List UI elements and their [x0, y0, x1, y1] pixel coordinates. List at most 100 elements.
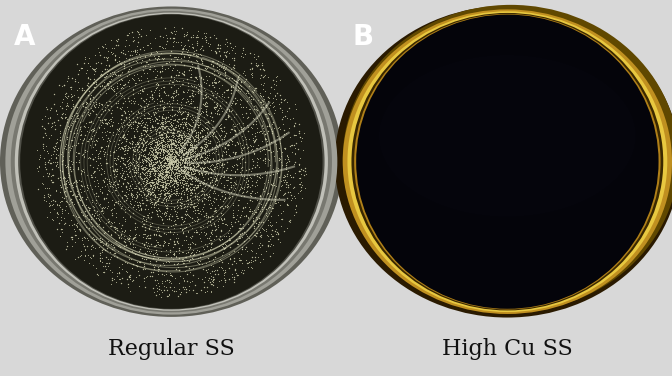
Point: [126, 193, 137, 199]
Point: [132, 28, 142, 34]
Point: [224, 75, 235, 81]
Point: [256, 200, 267, 206]
Point: [243, 260, 253, 266]
Point: [175, 139, 186, 146]
Point: [165, 151, 175, 157]
Point: [105, 73, 116, 79]
Point: [212, 100, 222, 106]
Point: [172, 158, 183, 164]
Point: [140, 166, 151, 172]
Point: [164, 195, 175, 201]
Point: [255, 155, 265, 161]
Point: [153, 197, 163, 203]
Point: [180, 166, 191, 172]
Point: [248, 121, 259, 127]
Point: [159, 155, 170, 161]
Point: [122, 121, 132, 127]
Point: [158, 174, 169, 180]
Point: [179, 158, 190, 164]
Point: [65, 91, 76, 97]
Point: [263, 233, 274, 239]
Point: [168, 163, 179, 169]
Point: [155, 167, 166, 173]
Point: [188, 136, 199, 143]
Point: [157, 123, 167, 129]
Point: [171, 149, 181, 155]
Point: [150, 147, 161, 153]
Point: [122, 158, 132, 164]
Point: [226, 84, 237, 90]
Point: [48, 206, 59, 212]
Point: [149, 196, 160, 202]
Point: [149, 167, 160, 173]
Point: [136, 175, 146, 181]
Point: [289, 212, 300, 218]
Point: [178, 152, 189, 158]
Point: [201, 91, 212, 97]
Point: [68, 166, 79, 172]
Point: [65, 105, 76, 111]
Point: [151, 202, 162, 208]
Point: [169, 130, 179, 136]
Point: [103, 68, 114, 74]
Point: [128, 125, 138, 131]
Point: [294, 168, 304, 174]
Point: [95, 208, 106, 214]
Point: [163, 152, 174, 158]
Point: [175, 102, 186, 108]
Point: [196, 91, 206, 97]
Point: [56, 115, 67, 121]
Point: [128, 144, 139, 150]
Point: [201, 108, 212, 114]
Point: [153, 224, 163, 230]
Point: [162, 157, 173, 163]
Point: [205, 180, 216, 186]
Point: [171, 238, 182, 244]
Point: [209, 276, 220, 282]
Point: [183, 58, 194, 64]
Point: [188, 144, 199, 150]
Point: [151, 184, 162, 190]
Point: [60, 246, 71, 252]
Point: [219, 215, 230, 221]
Point: [157, 131, 167, 137]
Point: [195, 182, 206, 188]
Point: [56, 184, 67, 190]
Point: [79, 257, 89, 263]
Point: [171, 190, 182, 196]
Point: [139, 151, 150, 157]
Point: [183, 147, 194, 153]
Point: [119, 61, 130, 67]
Point: [290, 170, 300, 176]
Point: [173, 132, 184, 138]
Point: [210, 190, 221, 196]
Point: [159, 172, 170, 178]
Point: [266, 100, 277, 106]
Point: [237, 125, 248, 131]
Point: [127, 147, 138, 153]
Point: [184, 122, 195, 128]
Point: [177, 142, 188, 148]
Point: [160, 194, 171, 200]
Point: [207, 58, 218, 64]
Point: [144, 193, 155, 199]
Point: [162, 128, 173, 134]
Point: [159, 163, 169, 169]
Point: [165, 151, 175, 157]
Point: [166, 223, 177, 229]
Point: [50, 187, 61, 193]
Point: [128, 147, 138, 153]
Point: [130, 274, 141, 280]
Point: [252, 171, 263, 177]
Point: [256, 128, 267, 134]
Point: [93, 215, 103, 221]
Point: [236, 251, 247, 257]
Point: [124, 77, 134, 83]
Point: [257, 93, 268, 99]
Point: [208, 166, 219, 172]
Point: [177, 183, 188, 190]
Point: [229, 62, 240, 68]
Point: [52, 210, 62, 216]
Point: [162, 157, 173, 163]
Point: [186, 181, 197, 187]
